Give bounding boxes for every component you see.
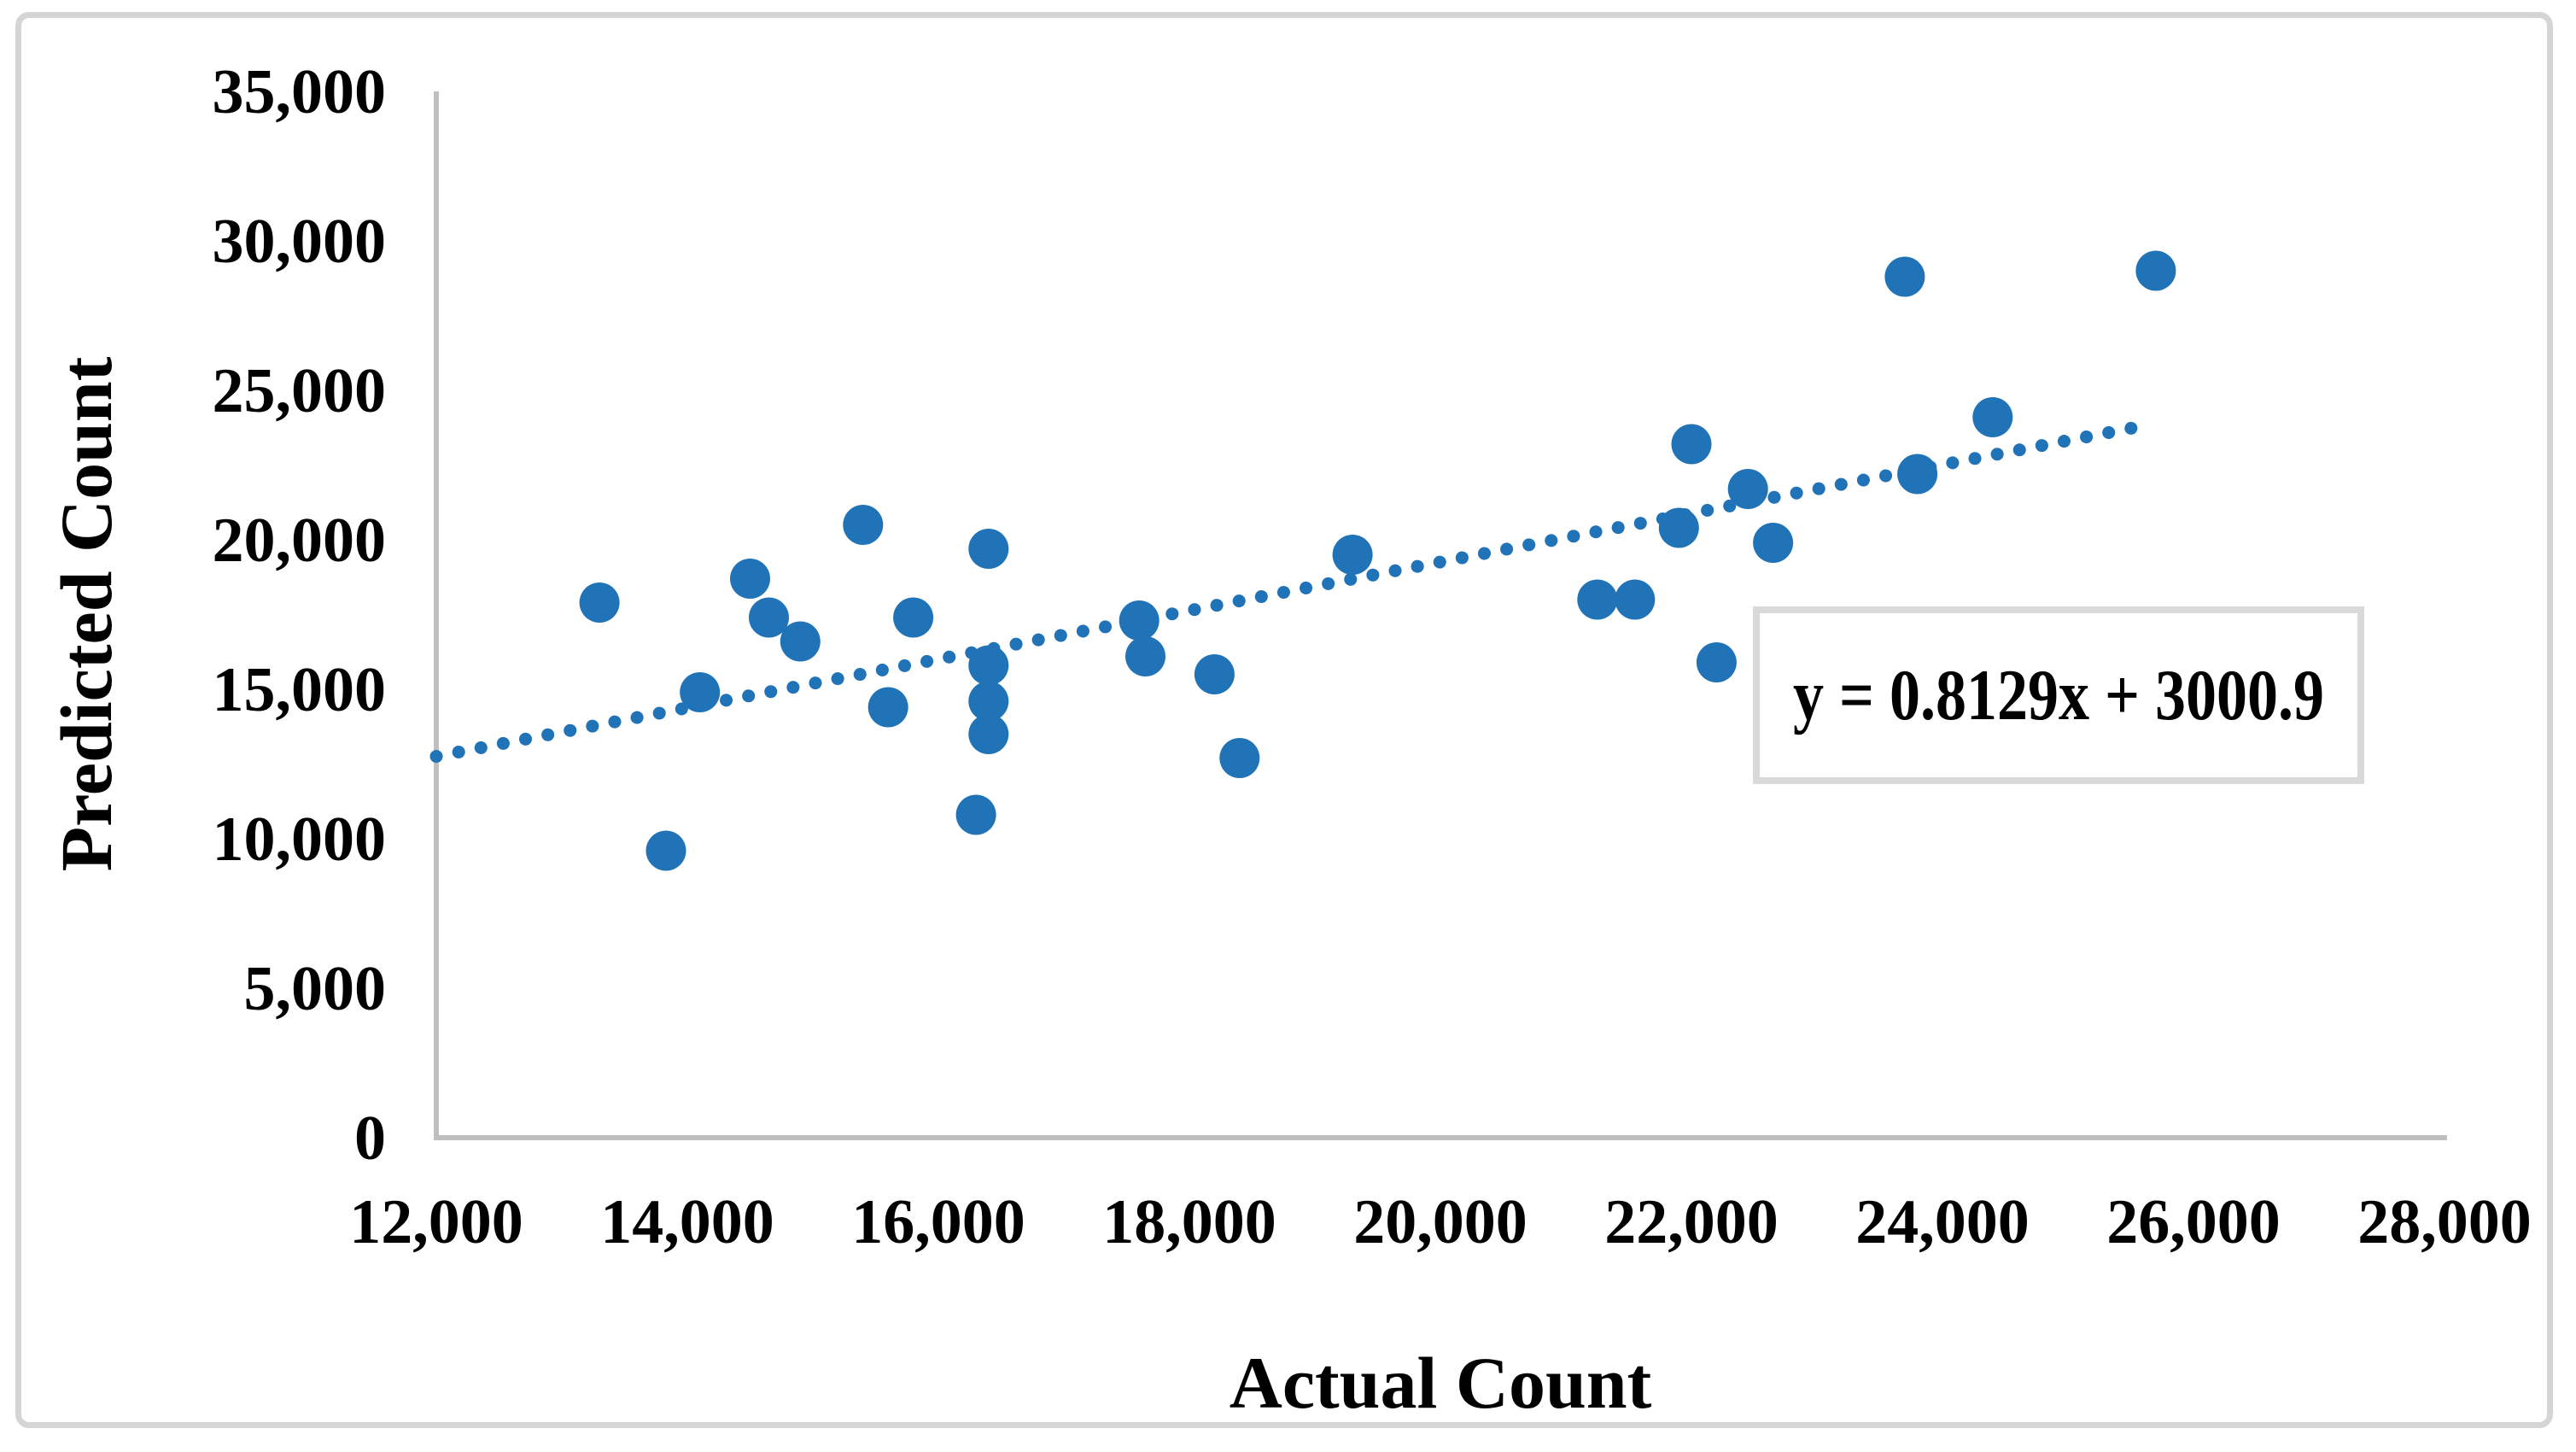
scatter-point [730, 559, 770, 599]
scatter-point [968, 645, 1009, 686]
scatter-point [1125, 636, 1165, 676]
scatter-point [1577, 579, 1618, 620]
scatter-point [680, 672, 721, 712]
trendline [429, 419, 2150, 764]
scatter-point [893, 597, 934, 638]
scatter-point [1119, 600, 1159, 641]
trendline-equation-box: y = 0.8129x + 3000.9 [1753, 606, 2364, 784]
scatter-point [1753, 523, 1794, 563]
scatter-point [1194, 654, 1235, 694]
trendline-equation-text: y = 0.8129x + 3000.9 [1792, 654, 2325, 735]
scatter-point [968, 529, 1009, 569]
scatter-point [1658, 507, 1699, 548]
scatter-point [1972, 397, 2013, 437]
y-tick-label: 25,000 [213, 356, 387, 426]
scatter-point [968, 714, 1009, 754]
scatter-point [1727, 469, 1768, 509]
scatter-point [1671, 424, 1712, 465]
x-tick-label: 18,000 [1102, 1187, 1276, 1257]
y-tick-label: 35,000 [213, 57, 387, 127]
x-axis-tick-labels: 12,000 14,000 16,000 18,000 20,000 22,000 24,0… [349, 1187, 2532, 1257]
y-tick-label: 5,000 [244, 954, 387, 1024]
x-tick-label: 16,000 [851, 1187, 1025, 1257]
scatter-point [1219, 738, 1260, 778]
scatter-point [1332, 535, 1373, 575]
y-axis-tick-labels: 0 5,000 10,000 15,000 20,000 25,000 30,000 35,0… [213, 57, 387, 1174]
scatter-point [1897, 454, 1938, 495]
x-tick-label: 24,000 [1855, 1187, 2030, 1257]
scatter-point [579, 583, 620, 623]
scatter-point [955, 794, 996, 835]
scatter-point [867, 687, 908, 728]
x-tick-label: 22,000 [1604, 1187, 1779, 1257]
x-tick-label: 20,000 [1353, 1187, 1527, 1257]
y-tick-label: 10,000 [213, 805, 387, 875]
x-axis-title: Actual Count [1230, 1342, 1652, 1424]
x-tick-label: 28,000 [2357, 1187, 2532, 1257]
scatter-point [968, 681, 1009, 722]
scatter-point [1884, 256, 1925, 297]
x-tick-label: 14,000 [600, 1187, 774, 1257]
scatter-points [579, 250, 2176, 871]
scatter-point [749, 597, 789, 638]
y-tick-label: 0 [354, 1104, 386, 1174]
scatter-point [780, 621, 821, 662]
x-tick-label: 12,000 [349, 1187, 523, 1257]
scatter-point [843, 505, 884, 545]
scatter-point [645, 830, 686, 871]
scatter-point [2135, 250, 2176, 291]
scatter-point [1696, 642, 1737, 682]
y-tick-label: 30,000 [213, 207, 387, 277]
y-tick-label: 20,000 [213, 506, 387, 576]
x-tick-label: 26,000 [2106, 1187, 2281, 1257]
y-axis-title: Predicted Count [45, 356, 127, 871]
y-tick-label: 15,000 [213, 655, 387, 725]
scatter-point [1615, 579, 1656, 620]
